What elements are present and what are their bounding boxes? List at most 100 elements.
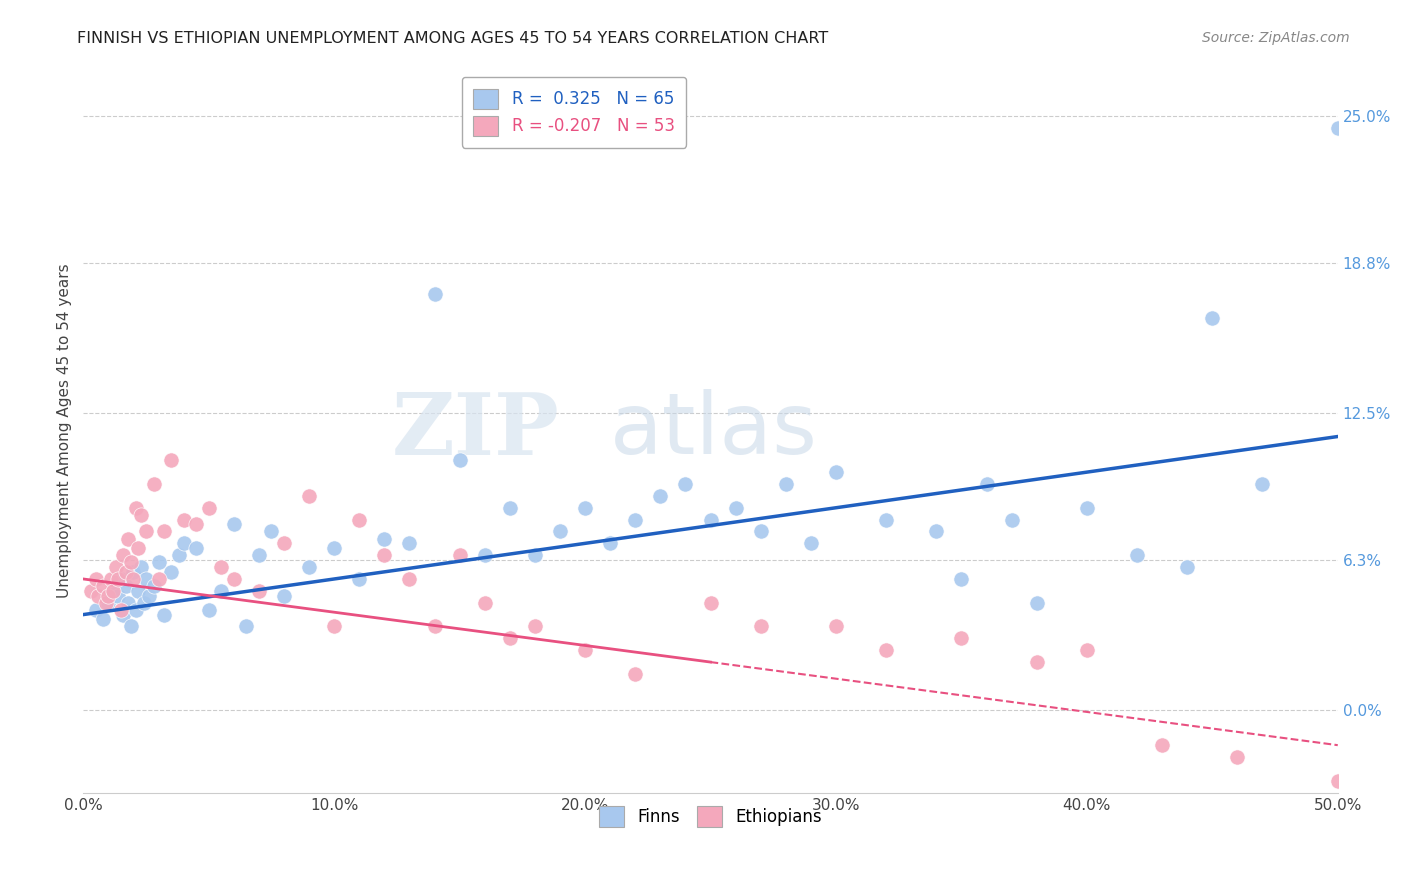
Point (825, 619, 848, 633)
Point (110, 572, 132, 586)
Point (209, 560, 232, 574)
Point (749, 619, 772, 633)
Point (173, 536, 195, 550)
Point (298, 560, 321, 574)
Point (323, 541, 346, 555)
Point (129, 508, 152, 522)
Point (875, 513, 897, 527)
Point (1025, 655, 1047, 669)
Point (117, 532, 139, 546)
Point (1226, 750, 1249, 764)
Point (1025, 596, 1047, 610)
Point (323, 619, 346, 633)
Point (349, 572, 371, 586)
Point (209, 583, 232, 598)
Point (222, 517, 245, 532)
Point (135, 524, 157, 539)
Point (724, 500, 747, 515)
Point (260, 524, 283, 539)
Point (699, 513, 721, 527)
Point (222, 572, 245, 586)
Point (699, 596, 721, 610)
Y-axis label: Unemployment Among Ages 45 to 54 years: Unemployment Among Ages 45 to 54 years (58, 263, 72, 598)
Point (574, 500, 596, 515)
Point (449, 548, 471, 562)
Point (135, 572, 157, 586)
Point (499, 500, 522, 515)
Point (125, 500, 148, 515)
Point (523, 619, 546, 633)
Point (115, 565, 138, 579)
Point (97, 589, 120, 603)
Point (247, 548, 270, 562)
Point (825, 465, 848, 479)
Point (100, 572, 122, 586)
Point (1175, 560, 1198, 574)
Point (800, 536, 823, 550)
Point (1152, 738, 1174, 752)
Point (132, 596, 155, 610)
Point (624, 513, 647, 527)
Text: FINNISH VS ETHIOPIAN UNEMPLOYMENT AMONG AGES 45 TO 54 YEARS CORRELATION CHART: FINNISH VS ETHIOPIAN UNEMPLOYMENT AMONG … (77, 31, 828, 46)
Point (650, 489, 672, 503)
Point (125, 603, 148, 617)
Point (423, 619, 446, 633)
Point (173, 513, 195, 527)
Point (127, 541, 149, 555)
Point (97, 596, 120, 610)
Point (548, 524, 571, 539)
Point (474, 548, 496, 562)
Point (148, 572, 170, 586)
Point (117, 596, 139, 610)
Point (499, 632, 522, 646)
Point (247, 583, 270, 598)
Point (115, 579, 138, 593)
Point (142, 579, 165, 593)
Point (112, 548, 135, 562)
Point (976, 477, 998, 491)
Point (373, 548, 395, 562)
Point (398, 572, 420, 586)
Point (94, 596, 117, 610)
Text: atlas: atlas (610, 389, 818, 472)
Point (197, 500, 219, 515)
Point (950, 632, 973, 646)
Point (103, 583, 125, 598)
Point (112, 607, 135, 622)
Point (1076, 500, 1098, 515)
Point (152, 524, 174, 539)
Point (925, 524, 948, 539)
Point (423, 287, 446, 301)
Point (122, 572, 145, 586)
Point (474, 596, 496, 610)
Point (186, 517, 208, 532)
Point (449, 453, 471, 467)
Point (152, 607, 174, 622)
Point (167, 548, 190, 562)
Point (93, 612, 115, 626)
Text: Source: ZipAtlas.com: Source: ZipAtlas.com (1202, 31, 1350, 45)
Point (110, 603, 132, 617)
Point (373, 532, 395, 546)
Point (273, 589, 295, 603)
Point (1326, 120, 1348, 135)
Point (1076, 643, 1098, 657)
Text: ZIP: ZIP (392, 389, 560, 473)
Point (120, 619, 142, 633)
Point (1000, 513, 1022, 527)
Point (398, 536, 420, 550)
Legend: Finns, Ethiopians: Finns, Ethiopians (591, 798, 830, 835)
Point (138, 589, 160, 603)
Point (675, 477, 697, 491)
Point (349, 513, 371, 527)
Point (160, 565, 183, 579)
Point (273, 536, 295, 550)
Point (875, 643, 897, 657)
Point (298, 489, 321, 503)
Point (775, 477, 797, 491)
Point (107, 572, 129, 586)
Point (749, 524, 772, 539)
Point (120, 555, 142, 569)
Point (84, 572, 107, 586)
Point (235, 619, 257, 633)
